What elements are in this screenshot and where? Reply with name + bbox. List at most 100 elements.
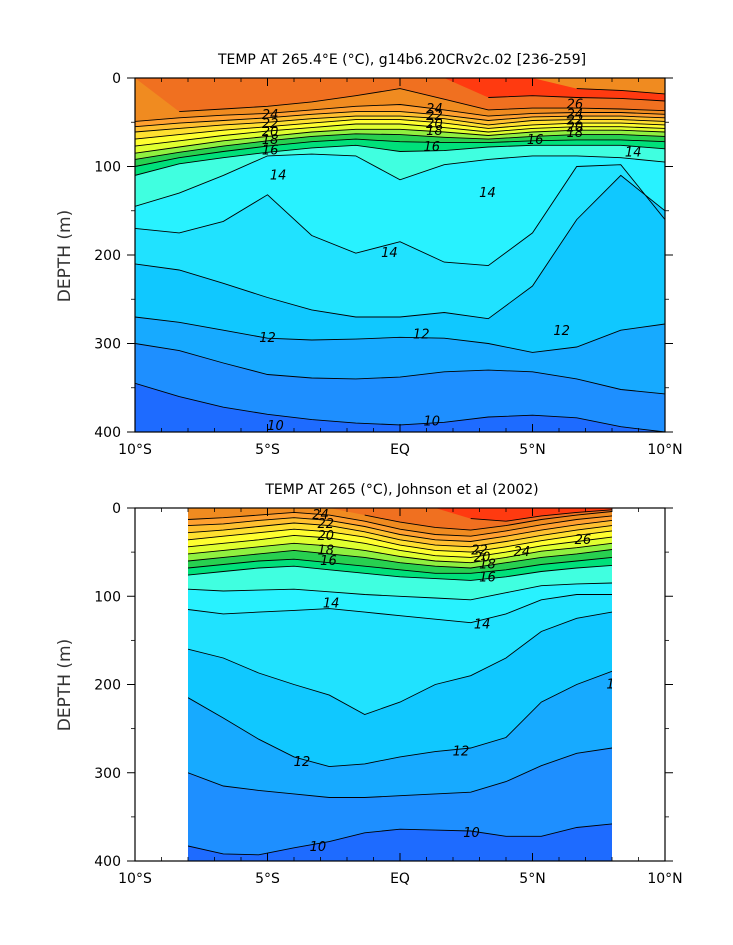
contour-label: 16	[320, 554, 337, 569]
contour-label: 22	[426, 109, 443, 124]
contour-label: 24	[312, 508, 329, 523]
contour-label: 16	[479, 571, 496, 586]
contour-line-16	[135, 144, 665, 176]
panel-observed-ylabel: DEPTH (m)	[55, 639, 75, 731]
contour-line-19	[135, 128, 665, 154]
contour-label: 14	[625, 145, 642, 160]
panel-observed: TEMP AT 265 (°C), Johnson et al (2002) D…	[55, 482, 683, 887]
panel-model: TEMP AT 265.4°E (°C), g14b6.20CRv2c.02 […	[55, 52, 683, 458]
contour-label: 14	[474, 617, 491, 632]
contour-label: 24	[262, 108, 279, 123]
contour-label: 14	[479, 186, 496, 201]
y-tick-label: 0	[112, 71, 121, 87]
contour-label: 18	[479, 557, 496, 572]
contour-line-19	[188, 542, 612, 564]
contour-label: 18	[426, 124, 443, 139]
contour-label: 24	[426, 102, 443, 117]
contour-line-10	[188, 823, 612, 856]
contour-band-9	[135, 383, 665, 432]
contour-line-11	[135, 343, 665, 395]
y-tick-label: 300	[94, 337, 121, 353]
contour-band-10	[188, 748, 612, 861]
contour-label: 16	[527, 133, 544, 148]
contour-label: 18	[262, 133, 279, 148]
contour-line-13	[188, 611, 612, 715]
x-tick-label: 5°S	[255, 442, 280, 458]
contour-label: 22	[262, 117, 279, 132]
contour-line-24	[188, 511, 612, 537]
contour-band-10	[135, 343, 665, 432]
contour-line-15	[135, 153, 665, 207]
x-tick-label: EQ	[390, 871, 410, 887]
x-tick-label: 5°S	[255, 871, 280, 887]
y-tick-label: 100	[94, 589, 121, 605]
contour-line-18	[188, 549, 612, 569]
y-tick-label: 200	[94, 248, 121, 264]
contour-label: 24	[514, 545, 531, 560]
contour-line-14	[188, 594, 612, 624]
contour-label: 12	[606, 678, 623, 693]
contour-label: 10	[267, 419, 284, 434]
x-tick-label: 5°N	[519, 871, 545, 887]
y-tick-label: 0	[112, 501, 121, 517]
contour-label: 20	[318, 529, 335, 544]
contour-line-22	[188, 522, 612, 548]
contour-line-20	[135, 123, 665, 147]
contour-label: 26	[575, 533, 592, 548]
contour-line-22	[135, 115, 665, 133]
contour-label: 14	[381, 246, 398, 261]
panel-model-title: TEMP AT 265.4°E (°C), g14b6.20CRv2c.02 […	[217, 52, 586, 68]
x-tick-label: 10°S	[118, 442, 152, 458]
y-tick-label: 300	[94, 766, 121, 782]
contour-line-17	[135, 138, 665, 167]
contour-label: 22	[471, 543, 488, 558]
contour-line-15	[188, 582, 612, 601]
contour-line-16	[188, 564, 612, 581]
y-tick-label: 100	[94, 160, 121, 176]
contour-label: 18	[318, 543, 335, 558]
contour-label: 12	[294, 755, 311, 770]
panel-model-ylabel: DEPTH (m)	[55, 210, 75, 302]
contour-line-21	[188, 528, 612, 553]
contour-line-26	[470, 509, 612, 522]
contour-label: 14	[323, 596, 340, 611]
contour-label: 10	[310, 840, 327, 855]
contour-label: 20	[262, 125, 279, 140]
contour-label: 12	[413, 328, 430, 343]
x-tick-label: 5°N	[519, 442, 545, 458]
contour-label: 14	[270, 168, 287, 183]
contour-label: 20	[426, 117, 443, 132]
contour-line-18	[135, 133, 665, 160]
contour-line-12	[135, 316, 665, 353]
contour-line-13	[135, 174, 665, 320]
contour-field: 2422201816142422201816262422201816141414…	[135, 78, 665, 434]
contour-label: 24	[567, 107, 584, 122]
x-tick-label: EQ	[390, 442, 410, 458]
contour-label: 16	[262, 144, 279, 159]
contour-label: 20	[474, 550, 491, 565]
contour-label: 22	[567, 113, 584, 128]
contour-label: 12	[453, 745, 470, 760]
contour-line-11	[188, 747, 612, 798]
contour-line-17	[188, 556, 612, 574]
y-tick-label: 400	[94, 425, 121, 441]
contour-line-20	[188, 534, 612, 558]
contour-line-26	[488, 95, 665, 102]
contour-label: 10	[424, 414, 441, 429]
contour-line-25	[364, 511, 612, 531]
contour-line-14	[135, 164, 665, 267]
contour-label: 20	[567, 121, 584, 136]
contour-label: 10	[463, 826, 480, 841]
panel-observed-title: TEMP AT 265 (°C), Johnson et al (2002)	[264, 482, 538, 498]
x-tick-label: 10°N	[647, 871, 682, 887]
contour-label: 12	[553, 324, 570, 339]
y-tick-label: 200	[94, 678, 121, 694]
contour-label: 22	[318, 517, 335, 532]
contour-line-24	[135, 104, 665, 122]
contour-label: 12	[259, 331, 276, 346]
y-tick-label: 400	[94, 854, 121, 870]
contour-label: 26	[567, 98, 584, 113]
contour-line-25	[179, 88, 665, 113]
